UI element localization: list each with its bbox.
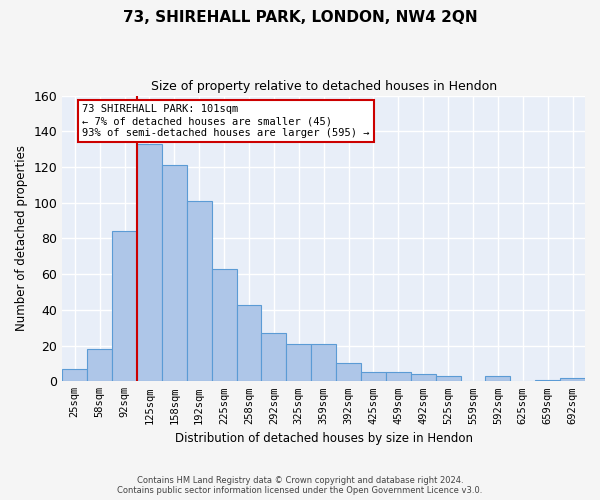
Bar (212, 269, 236, 382)
Bar (411, 374, 436, 382)
Title: Size of property relative to detached houses in Hendon: Size of property relative to detached ho… (151, 80, 497, 93)
Text: Contains HM Land Registry data © Crown copyright and database right 2024.
Contai: Contains HM Land Registry data © Crown c… (118, 476, 482, 495)
Bar (336, 364, 361, 382)
Bar (137, 144, 162, 382)
Bar (112, 232, 137, 382)
Bar (262, 333, 286, 382)
Bar (87, 349, 112, 382)
Bar (236, 304, 262, 382)
Bar (62, 369, 87, 382)
Bar (361, 372, 386, 382)
Bar (560, 378, 585, 382)
Text: 73 SHIREHALL PARK: 101sqm
← 7% of detached houses are smaller (45)
93% of semi-d: 73 SHIREHALL PARK: 101sqm ← 7% of detach… (82, 104, 370, 138)
Text: 73, SHIREHALL PARK, LONDON, NW4 2QN: 73, SHIREHALL PARK, LONDON, NW4 2QN (122, 10, 478, 25)
Bar (286, 344, 311, 382)
Bar (311, 344, 336, 382)
Bar (436, 376, 461, 382)
X-axis label: Distribution of detached houses by size in Hendon: Distribution of detached houses by size … (175, 432, 473, 445)
Bar (535, 380, 560, 382)
Bar (485, 376, 511, 382)
Bar (162, 165, 187, 382)
Y-axis label: Number of detached properties: Number of detached properties (15, 146, 28, 332)
Bar (386, 372, 411, 382)
Bar (187, 201, 212, 382)
